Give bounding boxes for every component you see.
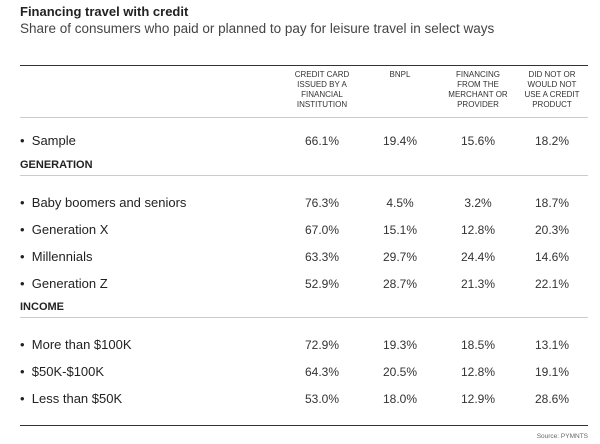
top-rule — [20, 65, 588, 66]
cell: 12.8% — [460, 365, 496, 379]
cell: 76.3% — [304, 195, 340, 210]
row-label: More than $100K — [20, 337, 132, 353]
row-label: Sample — [20, 133, 76, 149]
cell: 29.7% — [382, 249, 418, 264]
cell: 22.1% — [534, 276, 570, 291]
title: Financing travel with credit — [20, 4, 189, 19]
cell: 19.4% — [382, 134, 418, 148]
subtitle: Share of consumers who paid or planned t… — [20, 21, 495, 36]
cell: 13.1% — [534, 338, 570, 352]
cell: 63.3% — [304, 249, 340, 264]
cell: 53.0% — [304, 392, 340, 406]
cell: 19.1% — [534, 365, 570, 379]
cell: 67.0% — [304, 222, 340, 237]
section-rule — [20, 174, 588, 176]
column-header: FINANCING FROM THE MERCHANT OR PROVIDER — [448, 70, 508, 109]
section-title: INCOME — [20, 301, 64, 313]
row-label: $50K-$100K — [20, 364, 104, 380]
cell: 52.9% — [304, 276, 340, 291]
cell: 72.9% — [304, 338, 340, 352]
row-label: Generation X — [20, 222, 109, 238]
cell: 19.3% — [382, 338, 418, 352]
cell: 4.5% — [386, 195, 414, 210]
column-header: CREDIT CARD ISSUED BY A FINANCIAL INSTIT… — [294, 70, 350, 109]
row-label: Baby boomers and seniors — [20, 195, 187, 211]
cell: 64.3% — [304, 365, 340, 379]
cell: 14.6% — [534, 249, 570, 264]
cell: 18.7% — [534, 195, 570, 210]
cell: 12.8% — [460, 222, 496, 237]
row-label: Less than $50K — [20, 391, 122, 407]
cell: 20.5% — [382, 365, 418, 379]
cell: 12.9% — [460, 392, 496, 406]
cell: 18.5% — [460, 338, 496, 352]
cell: 28.6% — [534, 392, 570, 406]
column-header: BNPL — [389, 70, 411, 79]
cell: 15.6% — [460, 134, 496, 148]
header-rule — [20, 117, 588, 118]
column-header: DID NOT OR WOULD NOT USE A CREDIT PRODUC… — [524, 70, 580, 109]
cell: 3.2% — [464, 195, 492, 210]
section-rule — [20, 317, 588, 318]
cell: 28.7% — [382, 276, 418, 291]
row-label: Generation Z — [20, 276, 108, 292]
section-title: GENERATION — [20, 158, 93, 171]
cell: 66.1% — [304, 134, 340, 148]
cell: 21.3% — [460, 276, 496, 291]
source: Source: PYMNTS — [536, 433, 588, 440]
row-label: Millennials — [20, 249, 93, 265]
bottom-rule — [20, 425, 588, 426]
cell: 18.2% — [534, 134, 570, 148]
cell: 18.0% — [382, 392, 418, 406]
cell: 20.3% — [534, 222, 570, 237]
cell: 24.4% — [460, 249, 496, 264]
cell: 15.1% — [382, 222, 418, 237]
